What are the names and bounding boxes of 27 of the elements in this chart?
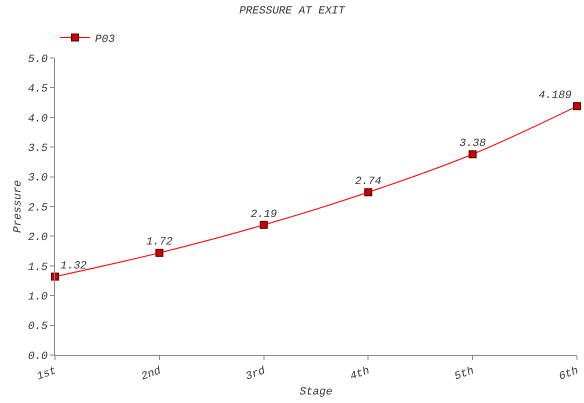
- data-label: 2.19: [250, 208, 278, 221]
- data-label: 3.38: [459, 138, 486, 150]
- chart-title: PRESSURE AT EXIT: [239, 6, 346, 18]
- y-tick-label: 2.5: [28, 202, 48, 214]
- data-label: 4.189: [538, 90, 572, 102]
- x-tick-label: 1st: [36, 365, 58, 384]
- y-tick-label: 4.5: [28, 84, 48, 96]
- y-tick-label: 1.0: [28, 291, 48, 304]
- y-tick-label: 2.0: [28, 232, 48, 244]
- x-axis-title: Stage: [299, 386, 333, 399]
- data-label: 1.72: [146, 236, 173, 249]
- y-tick-label: 5.0: [28, 54, 48, 66]
- y-tick-label: 3.5: [28, 142, 48, 155]
- y-tick-label: 0.5: [28, 321, 48, 334]
- y-tick-label: 4.0: [28, 113, 48, 126]
- data-label: 1.32: [60, 260, 88, 272]
- x-tick-label: 6th: [558, 365, 580, 384]
- x-tick-label: 3rd: [244, 365, 268, 384]
- x-tick-label: 5th: [453, 365, 476, 384]
- y-tick-label: 0.0: [28, 350, 48, 363]
- legend-label: P03: [95, 34, 116, 46]
- x-tick-label: 4th: [348, 365, 372, 384]
- x-tick-label: 2nd: [140, 365, 164, 384]
- data-label: 2.74: [354, 176, 382, 188]
- y-tick-label: 1.5: [28, 262, 48, 274]
- y-axis-title: Pressure: [12, 180, 25, 233]
- y-tick-label: 3.0: [28, 172, 48, 185]
